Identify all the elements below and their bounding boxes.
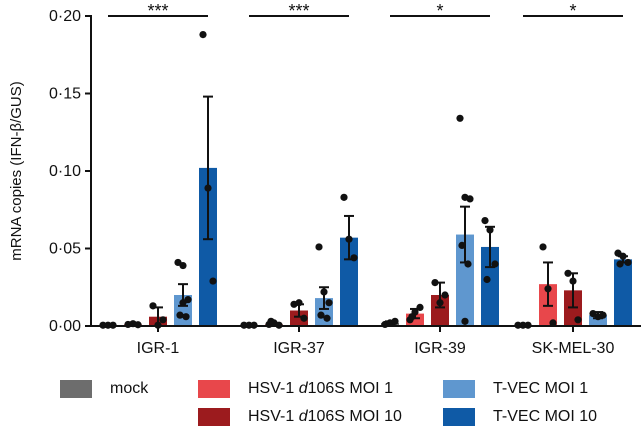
- data-point: [317, 311, 325, 319]
- data-point: [549, 319, 557, 327]
- significance-label: ***: [288, 1, 309, 21]
- data-point: [300, 314, 308, 322]
- bar: [589, 315, 607, 326]
- x-tick-label: SK-MEL-30: [532, 340, 615, 357]
- data-point: [599, 311, 607, 319]
- legend-swatch: [60, 380, 92, 398]
- y-tick-label: 0·05: [49, 241, 81, 258]
- data-point: [616, 260, 624, 268]
- bar: [431, 295, 449, 326]
- data-point: [340, 193, 348, 201]
- data-point: [544, 285, 552, 293]
- legend-item-hsv1-moi10: HSV-1 d106S MOI 10: [198, 406, 402, 428]
- data-point: [491, 260, 499, 268]
- y-axis: 0·00 0·05 0·10 0·15 0·20: [49, 8, 92, 335]
- legend-item-tvec-moi10: T-VEC MOI 10: [443, 406, 597, 428]
- data-point: [456, 114, 464, 122]
- bar-group: [240, 193, 358, 329]
- bar: [199, 167, 217, 326]
- legend-swatch: [198, 408, 230, 426]
- legend-label: mock: [110, 380, 149, 397]
- legend-item-hsv1-moi1: HSV-1 d106S MOI 1: [198, 378, 393, 400]
- data-point: [323, 314, 331, 322]
- x-tick-label: IGR-1: [137, 340, 180, 357]
- data-point: [345, 235, 353, 243]
- data-point: [431, 279, 439, 287]
- data-point: [408, 313, 416, 321]
- legend-item-mock: mock: [60, 378, 148, 400]
- legend-label: HSV-1 d106S MOI 1: [248, 380, 393, 397]
- data-point: [176, 311, 184, 319]
- legend-label: T-VEC MOI 1: [493, 380, 589, 397]
- significance-label: ***: [147, 1, 168, 21]
- data-point: [481, 217, 489, 225]
- data-point: [320, 288, 328, 296]
- data-point: [315, 243, 323, 251]
- data-point: [182, 313, 190, 321]
- data-point: [569, 277, 577, 285]
- data-point: [179, 261, 187, 270]
- y-axis-title: mRNA copies (IFN-β/GUS): [8, 81, 25, 260]
- bar: [456, 234, 474, 326]
- bar-chart: 0·000·050·100·150·20 *** *** * * IGR-1 IGR-3…: [8, 1, 641, 357]
- bar-groups: [99, 30, 632, 329]
- data-point: [441, 291, 449, 299]
- legend-swatch: [443, 408, 475, 426]
- y-tick-label: 0·00: [49, 318, 81, 335]
- data-point: [179, 299, 187, 307]
- bar-group: [99, 30, 217, 329]
- data-point: [461, 317, 469, 325]
- y-tick-label: 0·15: [49, 86, 81, 103]
- x-axis: IGR-1 IGR-37 IGR-39 SK-MEL-30: [90, 325, 641, 357]
- data-point: [204, 184, 212, 192]
- legend-label: T-VEC MOI 10: [493, 408, 598, 425]
- legend: mock HSV-1 d106S MOI 1 T-VEC MOI 1 HSV-1…: [0, 370, 641, 434]
- data-point: [574, 316, 582, 324]
- data-point: [134, 321, 142, 329]
- bar-group: [514, 243, 632, 329]
- data-point: [466, 195, 474, 203]
- data-point: [624, 258, 632, 267]
- legend-swatch: [198, 380, 230, 398]
- bar: [614, 259, 632, 326]
- y-tick-label: 0·20: [49, 8, 81, 25]
- data-point: [539, 243, 547, 251]
- bar: [290, 310, 308, 326]
- data-point: [149, 302, 157, 310]
- data-point: [391, 317, 399, 325]
- significance-label: *: [436, 1, 443, 21]
- legend-label: HSV-1 d106S MOI 10: [248, 408, 402, 425]
- data-point: [325, 299, 333, 307]
- data-point: [350, 254, 358, 262]
- significance-markers: *** *** * *: [108, 1, 623, 21]
- data-point: [159, 316, 167, 324]
- y-tick-label: 0·10: [49, 163, 81, 180]
- x-tick-label: IGR-37: [273, 340, 325, 357]
- data-point: [464, 260, 472, 268]
- data-point: [436, 299, 444, 307]
- data-point: [458, 241, 466, 249]
- legend-item-tvec-moi1: T-VEC MOI 1: [443, 378, 588, 400]
- significance-label: *: [569, 1, 576, 21]
- data-point: [619, 252, 627, 260]
- data-point: [564, 269, 572, 277]
- x-tick-label: IGR-39: [414, 340, 466, 357]
- data-point: [416, 303, 424, 311]
- data-point: [209, 277, 217, 285]
- data-point: [199, 30, 207, 39]
- data-point: [295, 299, 303, 307]
- data-point: [267, 317, 275, 325]
- bar-group: [381, 114, 499, 329]
- legend-swatch: [443, 380, 475, 398]
- data-point: [483, 275, 491, 284]
- data-point: [486, 226, 494, 234]
